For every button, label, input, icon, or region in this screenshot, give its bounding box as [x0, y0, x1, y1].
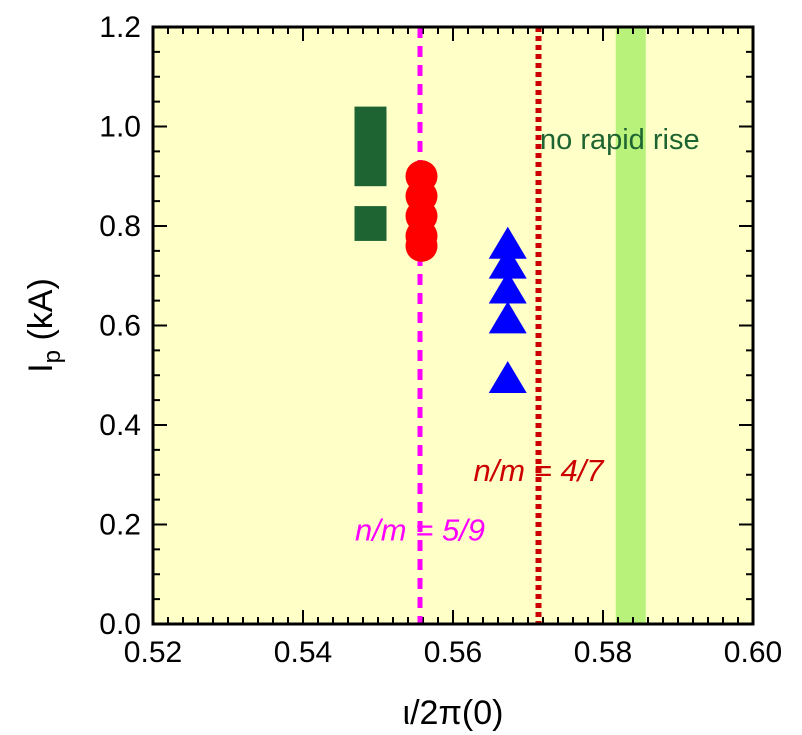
blue-triangle-marker	[488, 301, 527, 334]
y-tick-label: 1.2	[99, 11, 141, 44]
blue-triangle-marker	[488, 246, 527, 279]
x-tick-label: 0.52	[124, 636, 182, 669]
blue-triangle-marker	[488, 271, 527, 304]
x-tick-label: 0.60	[724, 636, 782, 669]
x-tick-label: 0.54	[274, 636, 332, 669]
red-circle-marker	[405, 229, 438, 262]
no-rapid-rise-band	[615, 27, 646, 624]
no-rapid-rise-label: no rapid rise	[540, 124, 700, 156]
y-tick-label: 0.4	[99, 409, 141, 442]
plot-background	[153, 27, 753, 624]
y-tick-label: 0.6	[99, 310, 141, 343]
x-tick-label: 0.58	[574, 636, 632, 669]
n-m-4-7-label: n/m = 4/7	[473, 453, 605, 488]
x-axis-title: ι/2π(0)	[403, 694, 504, 732]
y-tick-label: 0.0	[99, 608, 141, 641]
blue-triangle-marker	[488, 226, 527, 259]
y-tick-label: 1.0	[99, 111, 141, 144]
green-bar-marker	[354, 206, 387, 241]
n-m-5-9-label: n/m = 5/9	[355, 512, 485, 547]
y-axis-title: Ip (kA)	[22, 278, 66, 373]
x-tick-label: 0.56	[424, 636, 482, 669]
y-tick-label: 0.2	[99, 509, 141, 542]
blue-triangle-marker	[488, 361, 527, 394]
green-bar-marker	[354, 106, 387, 187]
plot-frame	[151, 25, 755, 626]
y-tick-label: 0.8	[99, 210, 141, 243]
